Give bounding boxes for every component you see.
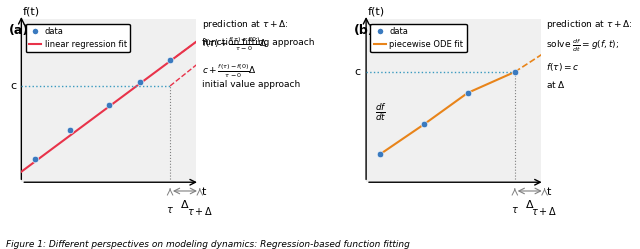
Text: $f(\tau) + \frac{f(\tau)-f(0)}{\tau-0}\Delta$: $f(\tau) + \frac{f(\tau)-f(0)}{\tau-0}\D… xyxy=(202,36,268,53)
Text: $c + \frac{f(\tau)-f(0)}{\tau-0}\Delta$: $c + \frac{f(\tau)-f(0)}{\tau-0}\Delta$ xyxy=(202,62,257,79)
Text: at $\Delta$: at $\Delta$ xyxy=(547,79,566,90)
Point xyxy=(195,37,205,41)
Text: $\Delta$: $\Delta$ xyxy=(180,198,189,210)
Legend: data, linear regression fit: data, linear regression fit xyxy=(26,24,130,52)
Legend: data, piecewise ODE fit: data, piecewise ODE fit xyxy=(371,24,467,52)
Text: (a): (a) xyxy=(9,24,29,37)
Text: t: t xyxy=(202,187,206,197)
Point xyxy=(30,157,40,161)
Point xyxy=(463,91,473,95)
Point xyxy=(419,123,429,126)
Text: f(t): f(t) xyxy=(23,6,40,16)
Point xyxy=(509,70,520,74)
Text: initial value approach: initial value approach xyxy=(202,80,300,89)
Text: f(t): f(t) xyxy=(368,6,385,16)
Text: c: c xyxy=(10,81,16,91)
Text: $\tau$: $\tau$ xyxy=(511,205,519,215)
Text: function fitting approach: function fitting approach xyxy=(202,38,314,47)
Text: prediction at $\tau + \Delta$:: prediction at $\tau + \Delta$: xyxy=(547,18,633,31)
Text: $\tau+\Delta$: $\tau+\Delta$ xyxy=(531,205,558,217)
Text: solve $\frac{df}{dt} = g(f, t);$: solve $\frac{df}{dt} = g(f, t);$ xyxy=(547,37,620,54)
Text: $f(\tau) = c$: $f(\tau) = c$ xyxy=(547,61,580,73)
Point xyxy=(195,60,205,64)
Point xyxy=(540,51,550,55)
Point xyxy=(65,128,76,132)
Text: (b): (b) xyxy=(354,24,374,37)
Text: c: c xyxy=(355,67,361,77)
Point xyxy=(165,58,175,62)
Text: $\tau+\Delta$: $\tau+\Delta$ xyxy=(187,205,213,217)
Point xyxy=(375,152,385,156)
Text: Figure 1: Different perspectives on modeling dynamics: Regression-based function: Figure 1: Different perspectives on mode… xyxy=(6,240,410,249)
Point xyxy=(135,80,145,84)
Text: t: t xyxy=(547,187,550,197)
Point xyxy=(104,103,114,107)
Text: $\frac{df}{dt}$: $\frac{df}{dt}$ xyxy=(375,101,387,123)
Text: $\tau$: $\tau$ xyxy=(166,205,174,215)
Text: prediction at $\tau + \Delta$:: prediction at $\tau + \Delta$: xyxy=(202,18,288,31)
Text: $\Delta$: $\Delta$ xyxy=(525,198,534,210)
